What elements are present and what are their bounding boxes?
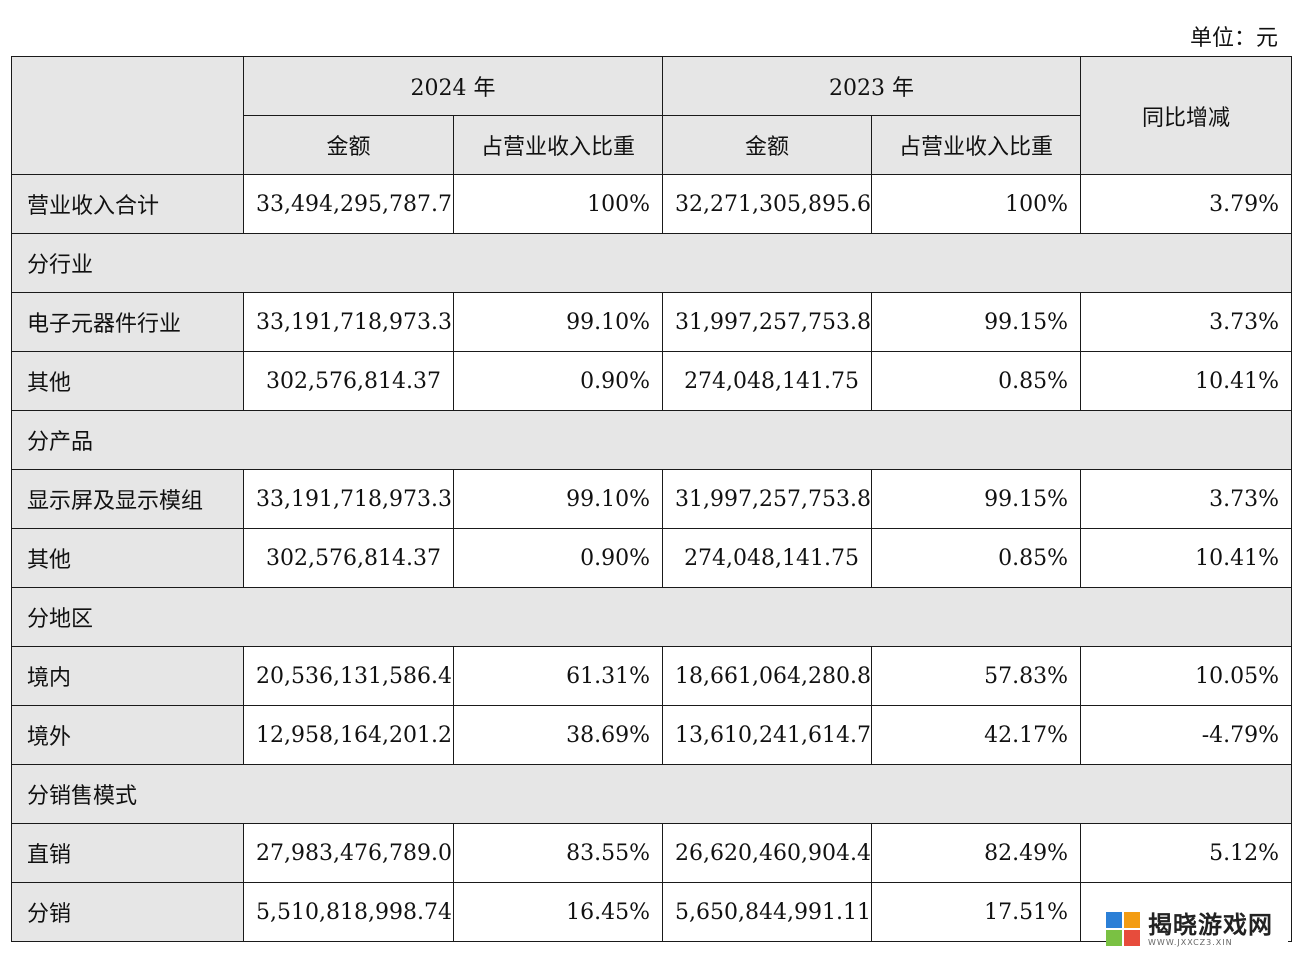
ratio-2024: 61.31% — [452, 646, 664, 706]
yoy-change: 10.41% — [1080, 351, 1293, 411]
amount-2023: 32,271,305,895.60 — [662, 174, 873, 234]
row-label: 营业收入合计 — [11, 174, 244, 234]
amount-2023: 31,997,257,753.85 — [662, 469, 873, 529]
total-row: 营业收入合计 33,494,295,787.75 100% 32,271,305… — [11, 174, 1293, 234]
ratio-2024: 0.90% — [452, 351, 664, 411]
ratio-2024: 99.10% — [452, 469, 664, 529]
logo-square-red — [1124, 930, 1140, 946]
amount-2023: 274,048,141.75 — [662, 351, 873, 411]
amount-2023: 5,650,844,991.11 — [662, 882, 873, 942]
yoy-change: 3.79% — [1080, 174, 1293, 234]
row-label: 境内 — [11, 646, 244, 706]
yoy-change: -4.79% — [1080, 705, 1293, 765]
section-header-row: 分产品 — [10, 410, 1293, 470]
ratio-2024: 0.90% — [452, 528, 664, 588]
ratio-2023: 42.17% — [871, 705, 1082, 765]
section-title: 分销售模式 — [10, 764, 1293, 824]
unit-label: 单位：元 — [1189, 26, 1278, 51]
amount-2023: 274,048,141.75 — [662, 528, 873, 588]
ratio-2023: 0.85% — [871, 528, 1082, 588]
amount-2023: 13,610,241,614.74 — [662, 705, 873, 765]
row-label: 其他 — [11, 351, 244, 411]
yoy-change: 5.12% — [1080, 823, 1293, 883]
ratio-2023: 57.83% — [871, 646, 1082, 706]
row-label: 电子元器件行业 — [11, 292, 244, 352]
amount-2024: 5,510,818,998.74 — [243, 882, 454, 942]
watermark-sub: WWW.JXXCZ3.XIN — [1148, 938, 1233, 947]
ratio-2023: 82.49% — [871, 823, 1082, 883]
logo-square-blue — [1106, 912, 1122, 928]
table-row: 电子元器件行业 33,191,718,973.38 99.10% 31,997,… — [11, 292, 1293, 352]
table-row: 其他 302,576,814.37 0.90% 274,048,141.75 0… — [11, 351, 1293, 411]
header-amount-2024: 金额 — [243, 115, 454, 175]
ratio-2024: 16.45% — [452, 882, 664, 942]
section-header-row: 分行业 — [10, 233, 1293, 293]
header-year-2024: 2024 年 — [242, 56, 664, 116]
amount-2024: 12,958,164,201.28 — [243, 705, 454, 765]
ratio-2024: 38.69% — [452, 705, 664, 765]
ratio-2024: 83.55% — [452, 823, 664, 883]
ratio-2023: 99.15% — [871, 469, 1082, 529]
table-row: 其他 302,576,814.37 0.90% 274,048,141.75 0… — [11, 528, 1293, 588]
header-amount-2023: 金额 — [662, 115, 873, 175]
table-row: 显示屏及显示模组 33,191,718,973.38 99.10% 31,997… — [11, 469, 1293, 529]
header-row-years: 2024 年 2023 年 同比增减 — [11, 56, 1293, 175]
row-label: 直销 — [11, 823, 244, 883]
amount-2024: 27,983,476,789.01 — [243, 823, 454, 883]
row-label: 分销 — [11, 882, 244, 942]
amount-2024: 20,536,131,586.47 — [243, 646, 454, 706]
section-header-row: 分地区 — [10, 587, 1293, 647]
header-ratio-2023: 占营业收入比重 — [871, 115, 1082, 175]
watermark: 揭晓游戏网 WWW.JXXCZ3.XIN — [1106, 908, 1288, 952]
header-ratio-2024: 占营业收入比重 — [452, 115, 664, 175]
yoy-change: 10.05% — [1080, 646, 1293, 706]
table-row: 境内 20,536,131,586.47 61.31% 18,661,064,2… — [11, 646, 1293, 706]
ratio-2024: 99.10% — [452, 292, 664, 352]
amount-2024: 302,576,814.37 — [243, 351, 454, 411]
ratio-2023: 99.15% — [871, 292, 1082, 352]
yoy-change: 10.41% — [1080, 528, 1293, 588]
header-row-columns: 金额 占营业收入比重 金额 占营业收入比重 — [12, 115, 1292, 175]
amount-2023: 26,620,460,904.49 — [662, 823, 873, 883]
section-title: 分产品 — [10, 410, 1293, 470]
header-yoy: 同比增减 — [1080, 56, 1293, 175]
section-title: 分行业 — [10, 233, 1293, 293]
revenue-table: 2024 年 2023 年 同比增减 金额 占营业收入比重 金额 占营业收入比重… — [10, 56, 1293, 942]
table-row: 直销 27,983,476,789.01 83.55% 26,620,460,9… — [11, 823, 1293, 883]
table-row: 境外 12,958,164,201.28 38.69% 13,610,241,6… — [11, 705, 1293, 765]
watermark-text: 揭晓游戏网 — [1148, 911, 1273, 939]
ratio-2024: 100% — [452, 174, 664, 234]
amount-2024: 33,494,295,787.75 — [243, 174, 454, 234]
table-row: 分销 5,510,818,998.74 16.45% 5,650,844,991… — [11, 882, 1293, 942]
ratio-2023: 17.51% — [871, 882, 1082, 942]
watermark-logo-icon — [1106, 912, 1142, 948]
header-year-2023: 2023 年 — [662, 56, 1082, 116]
amount-2024: 33,191,718,973.38 — [243, 292, 454, 352]
yoy-change: 3.73% — [1080, 469, 1293, 529]
section-title: 分地区 — [10, 587, 1293, 647]
yoy-change: 3.73% — [1080, 292, 1293, 352]
ratio-2023: 100% — [871, 174, 1082, 234]
amount-2024: 302,576,814.37 — [243, 528, 454, 588]
amount-2024: 33,191,718,973.38 — [243, 469, 454, 529]
amount-2023: 18,661,064,280.86 — [662, 646, 873, 706]
row-label: 其他 — [11, 528, 244, 588]
ratio-2023: 0.85% — [871, 351, 1082, 411]
row-label: 显示屏及显示模组 — [11, 469, 244, 529]
amount-2023: 31,997,257,753.85 — [662, 292, 873, 352]
header-blank-cell — [11, 56, 244, 175]
section-header-row: 分销售模式 — [10, 764, 1293, 824]
logo-square-green — [1106, 930, 1122, 946]
logo-square-orange — [1124, 912, 1140, 928]
row-label: 境外 — [11, 705, 244, 765]
